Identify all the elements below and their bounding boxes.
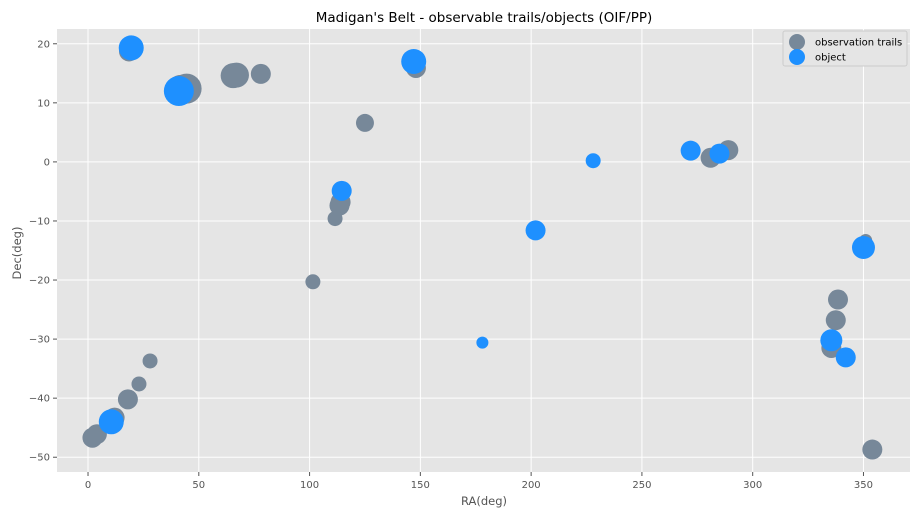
object-point (401, 48, 427, 74)
trail-point (131, 376, 147, 392)
trail-point (223, 62, 249, 88)
x-tick-label: 0 (85, 480, 91, 491)
y-tick-label: −10 (29, 216, 50, 227)
y-tick-label: −30 (29, 335, 50, 346)
x-axis-ticks: 0 50 100 150 200 250 300 350 (85, 472, 873, 491)
object-point (525, 220, 546, 241)
trail-point (250, 63, 271, 84)
series-object (98, 35, 875, 435)
trail-point (117, 389, 138, 410)
x-tick-label: 100 (300, 480, 319, 491)
y-tick-label: −20 (29, 276, 50, 287)
y-tick-label: 20 (37, 39, 50, 50)
y-tick-label: 10 (37, 98, 50, 109)
object-point (680, 140, 701, 161)
legend-marker-object (789, 49, 805, 65)
trail-point (825, 310, 846, 331)
object-point (98, 409, 124, 435)
y-axis-label: Dec(deg) (10, 227, 24, 280)
trail-point (827, 289, 848, 310)
trail-point (355, 113, 374, 132)
x-tick-label: 350 (854, 480, 873, 491)
y-axis-ticks: −50 −40 −30 −20 −10 0 10 20 (29, 39, 57, 464)
y-tick-label: −40 (29, 394, 50, 405)
object-point (163, 76, 194, 107)
series-layer (82, 35, 883, 460)
object-point (118, 35, 144, 61)
x-tick-label: 250 (632, 480, 651, 491)
x-tick-label: 150 (411, 480, 430, 491)
x-axis-label: RA(deg) (461, 494, 507, 508)
legend-marker-observation-trails (789, 34, 805, 50)
object-point (709, 143, 730, 164)
trail-point (305, 274, 321, 290)
object-point (331, 180, 352, 201)
y-tick-label: −50 (29, 453, 50, 464)
legend-label-object: object (815, 53, 846, 64)
object-point (585, 153, 601, 169)
legend-label-observation-trails: observation trails (815, 38, 902, 49)
x-tick-label: 200 (522, 480, 541, 491)
trail-point (142, 353, 158, 369)
x-tick-label: 300 (743, 480, 762, 491)
trail-point (862, 439, 883, 460)
chart-title: Madigan's Belt - observable trails/objec… (316, 10, 653, 26)
legend-box (782, 30, 908, 67)
legend: observation trails object (782, 30, 908, 67)
object-point (835, 347, 856, 368)
object-point (820, 329, 843, 352)
y-tick-label: 0 (44, 157, 50, 168)
x-tick-label: 50 (192, 480, 205, 491)
object-point (851, 236, 875, 260)
object-point (476, 336, 489, 349)
